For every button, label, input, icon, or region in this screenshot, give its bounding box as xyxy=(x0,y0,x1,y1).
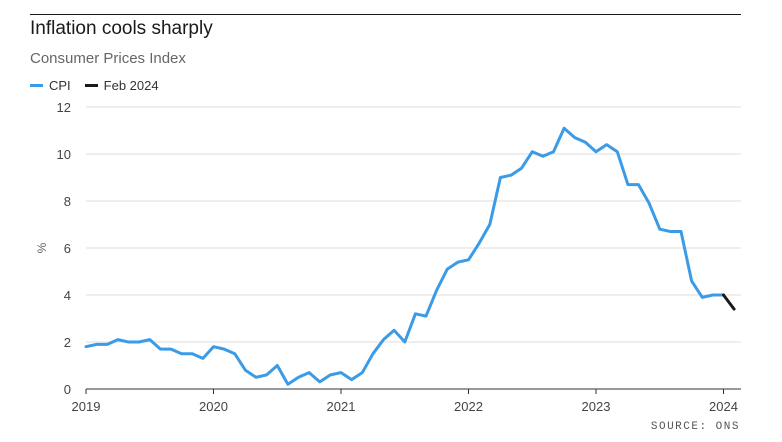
x-tick-label-2019: 2019 xyxy=(72,399,101,414)
y-tick-label-10: 10 xyxy=(57,147,71,162)
legend-swatch-feb-2024 xyxy=(84,84,98,87)
legend-item-cpi: CPI xyxy=(30,78,71,93)
top-rule xyxy=(30,14,741,15)
x-tick-label-2024: 2024 xyxy=(709,399,738,414)
y-tick-label-8: 8 xyxy=(64,194,71,209)
source-note: SOURCE: ONS xyxy=(650,421,740,433)
y-tick-label-12: 12 xyxy=(57,100,71,115)
x-tick-label-2023: 2023 xyxy=(582,399,611,414)
legend: CPI Feb 2024 xyxy=(30,78,173,93)
chart-subtitle: Consumer Prices Index xyxy=(30,50,186,67)
series-line-feb-2024 xyxy=(722,293,736,311)
y-tick-label-6: 6 xyxy=(64,241,71,256)
legend-item-feb-2024: Feb 2024 xyxy=(84,78,159,93)
series-line-cpi xyxy=(84,126,725,386)
y-tick-label-4: 4 xyxy=(64,288,71,303)
x-tick-label-2022: 2022 xyxy=(454,399,483,414)
legend-swatch-cpi xyxy=(30,84,43,87)
y-tick-label-0: 0 xyxy=(64,382,71,397)
y-axis-label: % xyxy=(35,242,49,253)
chart-title: Inflation cools sharply xyxy=(30,18,213,39)
legend-label-cpi: CPI xyxy=(49,78,71,93)
y-tick-label-2: 2 xyxy=(64,335,71,350)
legend-label-feb-2024: Feb 2024 xyxy=(103,78,159,93)
x-tick-label-2020: 2020 xyxy=(199,399,228,414)
x-tick-label-2021: 2021 xyxy=(327,399,356,414)
